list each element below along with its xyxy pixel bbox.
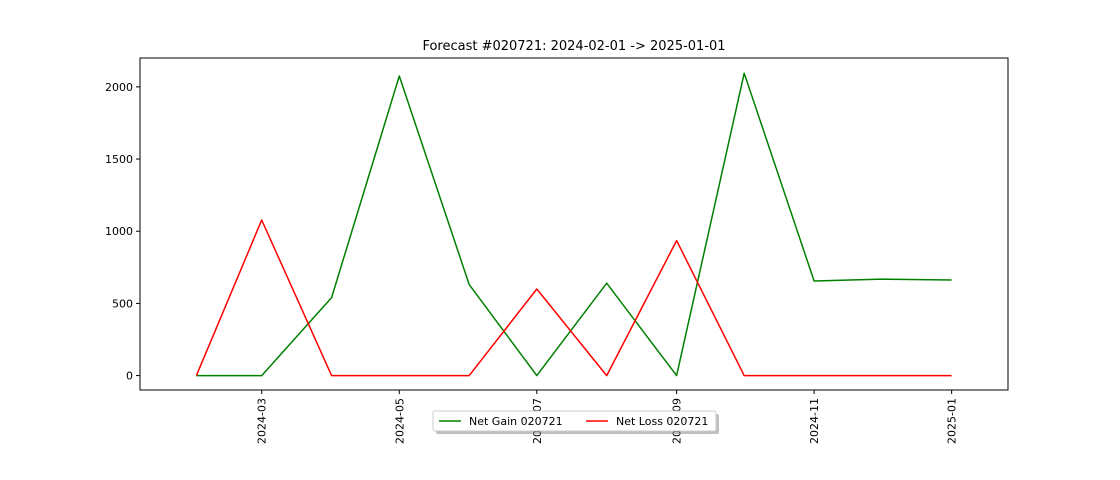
y-tick-label: 500 [112, 297, 133, 310]
legend-box [432, 410, 717, 432]
x-tick-label: 2024-03 [256, 398, 269, 444]
chart-title: Forecast #020721: 2024-02-01 -> 2025-01-… [422, 39, 725, 54]
series-line-net-gain [196, 72, 952, 377]
y-tick-label: 1500 [105, 153, 133, 166]
x-tick-label: 2025-01 [946, 398, 959, 444]
x-tick-label: 2024-11 [808, 398, 821, 444]
x-tick-label: 2024-05 [393, 398, 406, 444]
y-tick-label: 0 [126, 370, 133, 383]
legend: Net Gain 020721 Net Loss 020721 [432, 410, 719, 434]
legend-label-net-loss: Net Loss 020721 [616, 415, 708, 428]
y-tick-label: 2000 [105, 81, 133, 94]
series-line-net-loss [195, 219, 952, 377]
axes-frame [139, 57, 1009, 391]
legend-label-net-gain: Net Gain 020721 [469, 415, 563, 428]
y-tick-label: 1000 [105, 225, 133, 238]
plot-area: 05001000150020002024-032024-052024-07202… [105, 57, 1009, 444]
